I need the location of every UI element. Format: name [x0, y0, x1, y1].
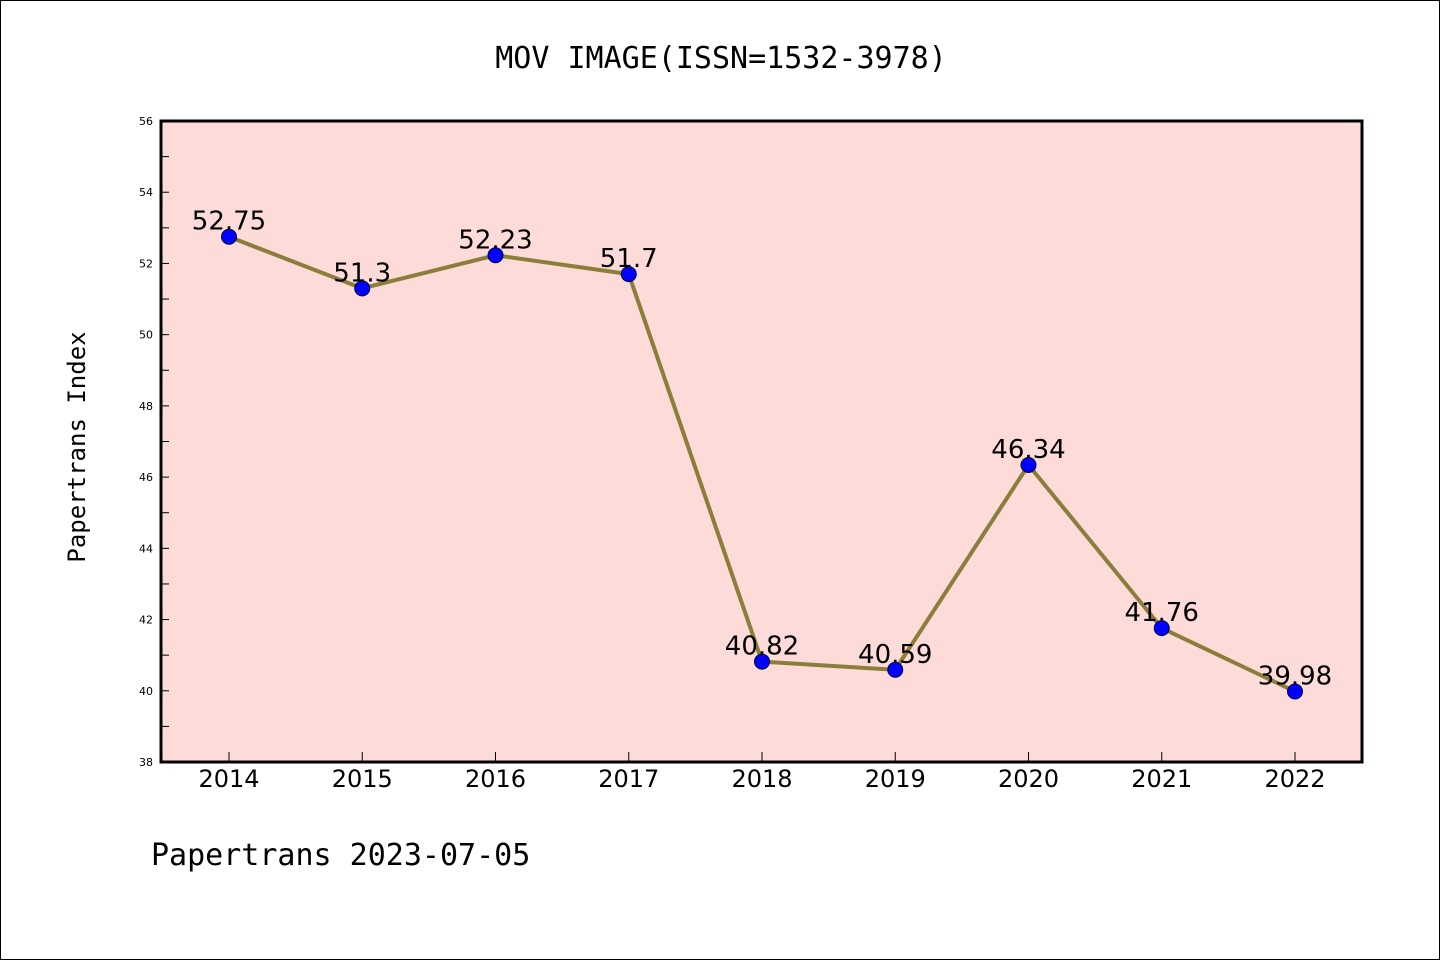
data-label: 40.82 [725, 632, 799, 662]
y-tick-label: 40 [139, 685, 153, 698]
data-label: 52.75 [192, 207, 266, 237]
y-tick-label: 42 [139, 614, 153, 627]
x-tick-label: 2014 [198, 765, 259, 793]
data-label: 46.34 [991, 435, 1065, 465]
data-point-marker [1020, 457, 1037, 474]
x-tick-label: 2022 [1264, 765, 1325, 793]
y-tick-label: 54 [139, 186, 153, 199]
chart-footer: Papertrans 2023-07-05 [151, 838, 530, 873]
chart-title: MOV IMAGE(ISSN=1532-3978) [495, 41, 947, 76]
data-label: 41.76 [1125, 598, 1199, 628]
data-label: 40.59 [858, 640, 932, 670]
x-tick-label: 2016 [465, 765, 526, 793]
y-tick-label: 48 [139, 400, 153, 413]
data-label: 51.7 [600, 244, 658, 274]
x-tick-label: 2019 [865, 765, 926, 793]
data-point-marker [1287, 683, 1303, 700]
data-point-marker [887, 661, 904, 678]
data-point-marker [487, 247, 504, 264]
data-label: 51.3 [333, 258, 391, 288]
x-tick-label: 2018 [731, 765, 792, 793]
data-point-marker [620, 266, 637, 283]
x-tick-label: 2015 [332, 765, 393, 793]
y-tick-label: 44 [139, 542, 153, 555]
y-axis-label: Papertrans Index [63, 331, 91, 562]
y-tick-label: 46 [139, 471, 153, 484]
x-tick-label: 2021 [1131, 765, 1192, 793]
y-tick-label: 38 [139, 756, 153, 769]
y-tick-label: 56 [139, 115, 153, 128]
y-axis: 38 40 42 44 46 48 50 52 54 56 [139, 115, 169, 769]
data-point-marker [221, 228, 237, 245]
data-point-marker [754, 653, 770, 670]
x-axis: 2014 2015 2016 2017 2018 2019 2020 2021 2022 [198, 752, 1326, 793]
series-line-group [221, 228, 1303, 700]
data-point-marker [354, 280, 371, 297]
x-tick-label: 2020 [998, 765, 1059, 793]
data-label: 39.98 [1258, 661, 1332, 691]
x-tick-label: 2017 [598, 765, 659, 793]
y-tick-label: 50 [139, 329, 153, 342]
y-tick-label: 52 [139, 257, 153, 270]
data-labels-group: 52.75 51.3 52.23 51.7 40.82 40.59 46.34 41.76 39… [192, 207, 1332, 692]
data-point-marker [1153, 620, 1170, 637]
data-label: 52.23 [458, 225, 532, 255]
